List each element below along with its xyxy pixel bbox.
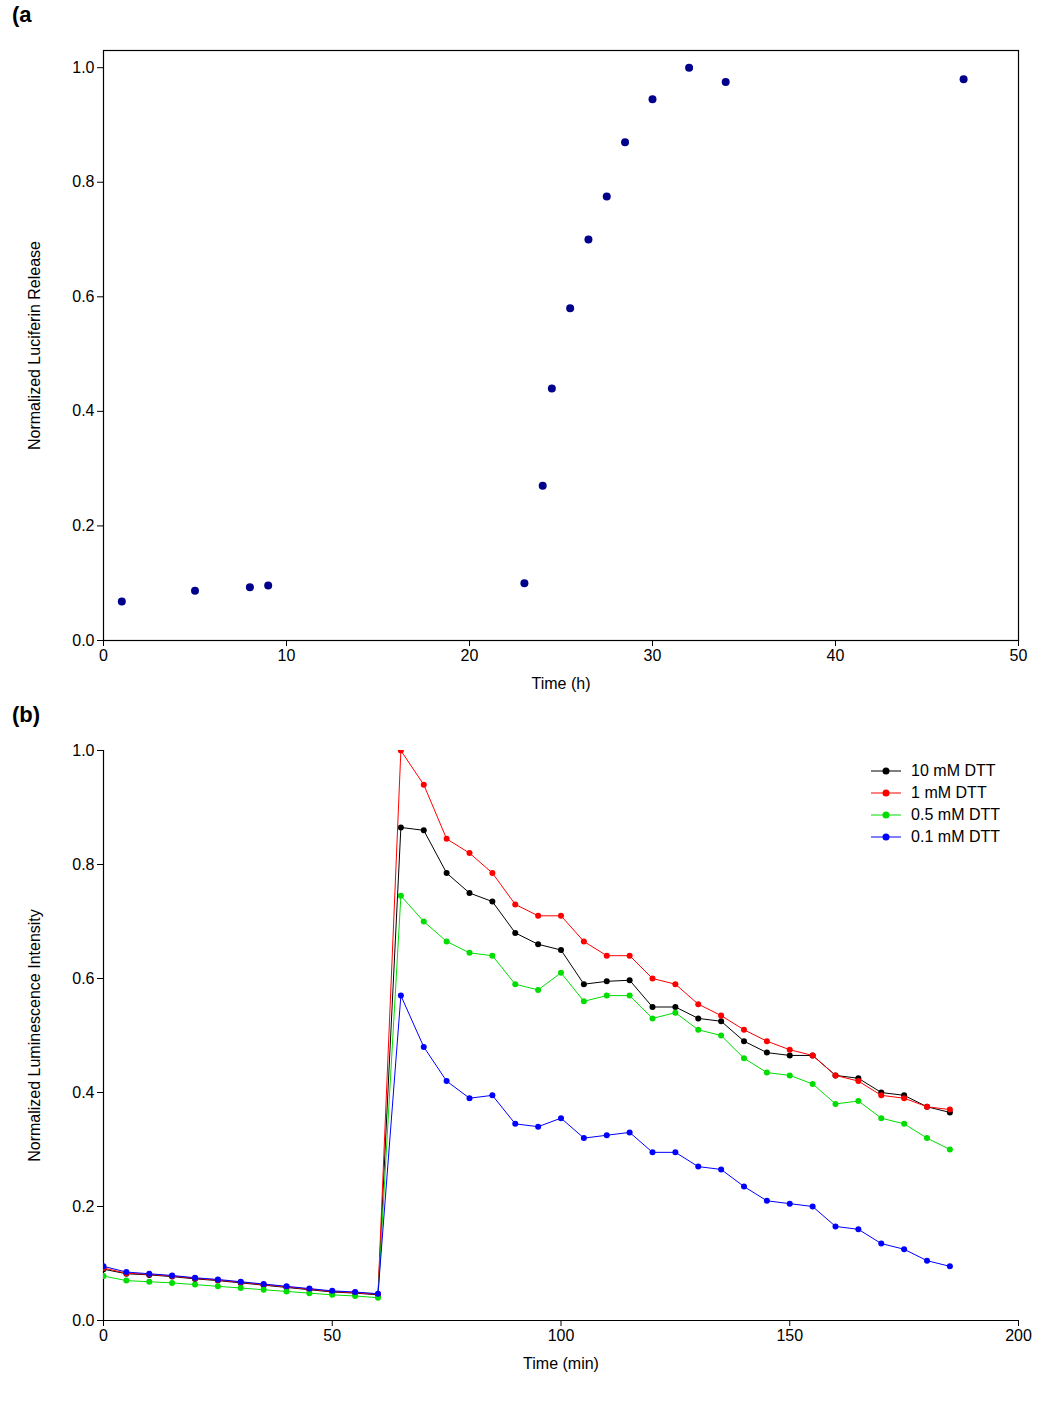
svg-text:150: 150 — [776, 1327, 803, 1344]
svg-text:40: 40 — [827, 647, 845, 664]
svg-text:30: 30 — [644, 647, 662, 664]
svg-text:0: 0 — [99, 647, 108, 664]
svg-text:0.0: 0.0 — [72, 1312, 94, 1329]
html-text:(a: (a — [12, 2, 32, 27]
svg-text:0: 0 — [99, 1327, 108, 1344]
html-text:10 mM DTT: 10 mM DTT — [911, 762, 996, 779]
svg-text:0.0: 0.0 — [72, 632, 94, 649]
svg-text:0.4: 0.4 — [72, 402, 94, 419]
svg-text:Normalized Luciferin Release: Normalized Luciferin Release — [26, 241, 43, 450]
svg-text:100: 100 — [548, 1327, 575, 1344]
html-text:(b): (b) — [12, 702, 41, 727]
svg-text:200: 200 — [1005, 1327, 1032, 1344]
svg-text:0.8: 0.8 — [72, 856, 94, 873]
svg-text:0.8: 0.8 — [72, 173, 94, 190]
svg-text:50: 50 — [323, 1327, 341, 1344]
svg-text:0.4: 0.4 — [72, 1084, 94, 1101]
svg-text:Normalized Luminescence Intens: Normalized Luminescence Intensity — [26, 909, 43, 1162]
svg-text:10: 10 — [278, 647, 296, 664]
html-text:0.1 mM DTT: 0.1 mM DTT — [911, 828, 1000, 845]
svg-text:0.6: 0.6 — [72, 970, 94, 987]
svg-text:0.2: 0.2 — [72, 517, 94, 534]
svg-text:20: 20 — [461, 647, 479, 664]
svg-text:50: 50 — [1010, 647, 1028, 664]
html-text:1 mM DTT: 1 mM DTT — [911, 784, 987, 801]
html-text:0.5 mM DTT: 0.5 mM DTT — [911, 806, 1000, 823]
svg-text:0.2: 0.2 — [72, 1198, 94, 1215]
svg-text:Time (min): Time (min) — [523, 1355, 599, 1372]
svg-text:1.0: 1.0 — [72, 742, 94, 759]
svg-text:0.6: 0.6 — [72, 288, 94, 305]
svg-text:Time (h): Time (h) — [532, 675, 591, 692]
svg-text:1.0: 1.0 — [72, 59, 94, 76]
